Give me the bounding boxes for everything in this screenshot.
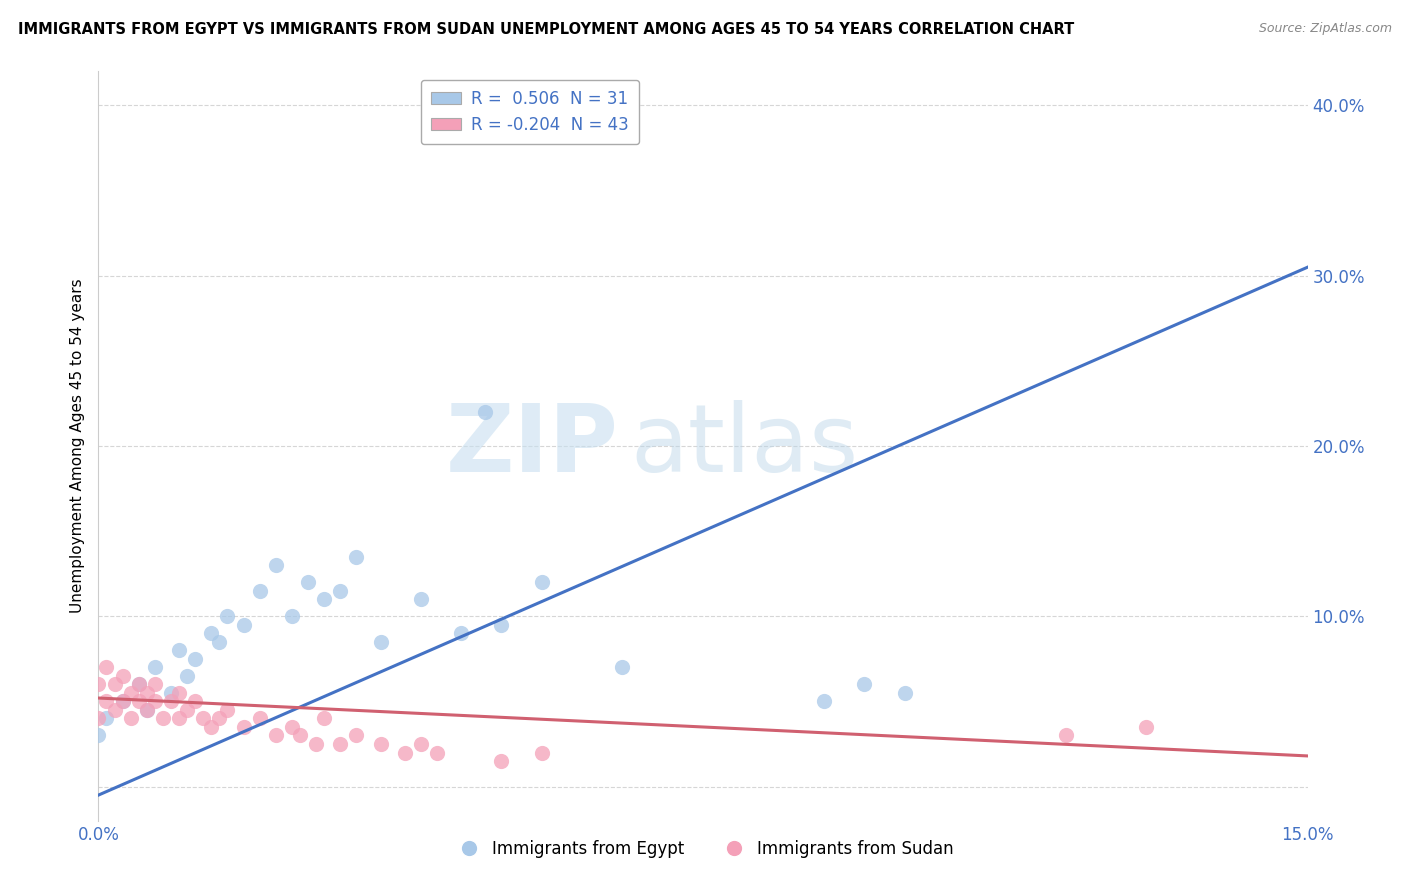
- Point: [200, 626, 222, 640]
- Point: [1054, 729, 1077, 743]
- Point: [193, 711, 215, 725]
- Point: [217, 609, 239, 624]
- Point: [120, 686, 142, 700]
- Point: [344, 729, 367, 743]
- Point: [128, 677, 150, 691]
- Point: [853, 677, 876, 691]
- Point: [612, 660, 634, 674]
- Text: ZIP: ZIP: [446, 400, 619, 492]
- Point: [208, 635, 231, 649]
- Point: [264, 558, 287, 573]
- Point: [176, 703, 198, 717]
- Point: [249, 583, 271, 598]
- Point: [329, 583, 352, 598]
- Point: [135, 686, 157, 700]
- Point: [96, 711, 118, 725]
- Point: [128, 677, 150, 691]
- Point: [103, 703, 125, 717]
- Point: [370, 635, 392, 649]
- Point: [813, 694, 835, 708]
- Point: [87, 729, 110, 743]
- Point: [450, 626, 472, 640]
- Point: [491, 754, 513, 768]
- Point: [426, 746, 449, 760]
- Point: [305, 737, 328, 751]
- Point: [893, 686, 915, 700]
- Point: [111, 694, 134, 708]
- Point: [281, 720, 304, 734]
- Point: [111, 669, 134, 683]
- Point: [1135, 720, 1157, 734]
- Point: [530, 575, 553, 590]
- Point: [111, 694, 134, 708]
- Point: [160, 694, 183, 708]
- Point: [281, 609, 304, 624]
- Point: [160, 686, 183, 700]
- Point: [264, 729, 287, 743]
- Point: [167, 686, 190, 700]
- Text: Source: ZipAtlas.com: Source: ZipAtlas.com: [1258, 22, 1392, 36]
- Point: [143, 694, 166, 708]
- Point: [176, 669, 198, 683]
- Point: [87, 677, 110, 691]
- Point: [288, 729, 311, 743]
- Point: [135, 703, 157, 717]
- Legend: Immigrants from Egypt, Immigrants from Sudan: Immigrants from Egypt, Immigrants from S…: [446, 833, 960, 864]
- Point: [409, 737, 432, 751]
- Point: [530, 746, 553, 760]
- Point: [135, 703, 157, 717]
- Point: [143, 677, 166, 691]
- Point: [152, 711, 174, 725]
- Point: [217, 703, 239, 717]
- Point: [409, 592, 432, 607]
- Point: [128, 694, 150, 708]
- Point: [200, 720, 222, 734]
- Point: [167, 711, 190, 725]
- Point: [249, 711, 271, 725]
- Point: [314, 592, 336, 607]
- Point: [96, 694, 118, 708]
- Point: [232, 617, 254, 632]
- Point: [103, 677, 125, 691]
- Point: [344, 549, 367, 564]
- Point: [143, 660, 166, 674]
- Text: atlas: atlas: [630, 400, 859, 492]
- Point: [297, 575, 319, 590]
- Point: [474, 405, 496, 419]
- Point: [232, 720, 254, 734]
- Point: [208, 711, 231, 725]
- Y-axis label: Unemployment Among Ages 45 to 54 years: Unemployment Among Ages 45 to 54 years: [69, 278, 84, 614]
- Point: [184, 652, 207, 666]
- Point: [120, 711, 142, 725]
- Point: [314, 711, 336, 725]
- Point: [87, 711, 110, 725]
- Text: IMMIGRANTS FROM EGYPT VS IMMIGRANTS FROM SUDAN UNEMPLOYMENT AMONG AGES 45 TO 54 : IMMIGRANTS FROM EGYPT VS IMMIGRANTS FROM…: [18, 22, 1074, 37]
- Point: [329, 737, 352, 751]
- Point: [184, 694, 207, 708]
- Point: [167, 643, 190, 657]
- Point: [370, 737, 392, 751]
- Point: [96, 660, 118, 674]
- Point: [394, 746, 416, 760]
- Point: [491, 617, 513, 632]
